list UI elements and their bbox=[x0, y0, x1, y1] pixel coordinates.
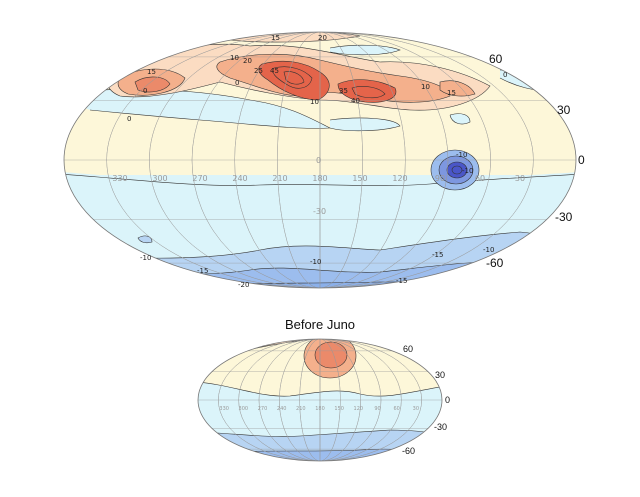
contour-label: 10 bbox=[310, 98, 319, 106]
vortex-inner bbox=[447, 162, 467, 178]
contour-label: 0 bbox=[143, 87, 147, 95]
longitude-label: 210 bbox=[296, 406, 306, 412]
meridian-line bbox=[258, 339, 382, 461]
contour-label: 20 bbox=[243, 57, 252, 65]
meridian-line bbox=[149, 32, 491, 288]
longitude-label: 270 bbox=[192, 174, 207, 183]
map-region-strong-positive-central bbox=[258, 61, 330, 100]
contour-label: 0 bbox=[127, 115, 131, 123]
longitude-label: 30 bbox=[413, 406, 419, 412]
longitude-label: 150 bbox=[334, 406, 344, 412]
contour-label: 0 bbox=[235, 79, 239, 87]
longitude-label: 300 bbox=[152, 174, 167, 183]
meridian-line bbox=[218, 339, 422, 461]
lat-label-0: 0 bbox=[578, 153, 585, 167]
contour-label: -20 bbox=[238, 281, 249, 289]
contour-label: 15 bbox=[147, 68, 156, 76]
small-lat-label-neg60: -60 bbox=[402, 446, 415, 456]
main-longitude-labels: 330 300 270 240 210 180 150 120 90 60 30 bbox=[112, 174, 525, 183]
contour-label: -15 bbox=[432, 251, 443, 259]
longitude-label: 240 bbox=[232, 174, 247, 183]
longitude-label: 330 bbox=[112, 174, 127, 183]
longitude-label: 300 bbox=[239, 406, 249, 412]
longitude-label: 30 bbox=[515, 174, 525, 183]
contour-label: 35 bbox=[339, 87, 348, 95]
contour-label: 0 bbox=[503, 71, 507, 79]
contour-label: 10 bbox=[421, 83, 430, 91]
small-longitude-labels: 330 300 270 240 210 180 150 120 90 60 30 bbox=[219, 406, 419, 412]
longitude-label: 270 bbox=[258, 406, 268, 412]
small-map-equator-boundary bbox=[198, 382, 442, 402]
longitude-label: 180 bbox=[312, 174, 327, 183]
before-juno-map: 330 300 270 240 210 180 150 120 90 60 30 60 30 0 -… bbox=[197, 338, 450, 462]
map-region-northern-polar-negative bbox=[330, 45, 400, 55]
contour-label: 10 bbox=[230, 54, 239, 62]
meridian-line bbox=[106, 32, 534, 288]
longitude-label: 90 bbox=[435, 174, 445, 183]
contour-label: 40 bbox=[351, 97, 360, 105]
small-lat-label-30: 30 bbox=[435, 370, 445, 380]
contour-label: -15 bbox=[396, 277, 407, 285]
meridian-line bbox=[277, 32, 363, 288]
contour-label: -10 bbox=[140, 254, 151, 262]
contour-label: -15 bbox=[197, 267, 208, 275]
equator-center-label: 0 bbox=[316, 156, 321, 165]
small-lat-label-neg30: -30 bbox=[434, 422, 447, 432]
contour-label: 15 bbox=[271, 34, 280, 42]
lat-label-neg30: -30 bbox=[555, 210, 573, 224]
small-map-positive-blob-inner bbox=[315, 342, 347, 368]
map-region-negative-patch-south bbox=[138, 235, 152, 243]
contour-label: -10 bbox=[483, 246, 494, 254]
longitude-label: 180 bbox=[315, 406, 325, 412]
map-region-equatorial-boundary bbox=[64, 172, 576, 184]
meridian-line bbox=[299, 339, 341, 461]
before-juno-title: Before Juno bbox=[285, 317, 355, 332]
longitude-label: 210 bbox=[272, 174, 287, 183]
contour-label: -10 bbox=[456, 151, 467, 159]
map-region-negative-patch bbox=[330, 118, 400, 131]
contour-label: 20 bbox=[318, 34, 327, 42]
map-region-strong-positive-west bbox=[135, 76, 170, 92]
map-region-negative-patch-east bbox=[450, 113, 470, 124]
longitude-label: 90 bbox=[374, 406, 380, 412]
lat-label-60: 60 bbox=[489, 52, 503, 66]
longitude-label: 120 bbox=[354, 406, 364, 412]
longitude-label: 240 bbox=[277, 406, 287, 412]
lat-center-label: -30 bbox=[313, 207, 326, 216]
map-region-positive-east bbox=[440, 80, 475, 97]
longitude-label: 60 bbox=[393, 406, 399, 412]
map-region-southern-cap bbox=[150, 280, 520, 288]
meridian-line bbox=[279, 339, 361, 461]
longitude-label: 120 bbox=[392, 174, 407, 183]
map-region-strong-positive-east bbox=[338, 79, 396, 103]
small-meridians bbox=[218, 339, 422, 461]
meridian-line bbox=[234, 32, 406, 288]
small-lat-label-60: 60 bbox=[403, 344, 413, 354]
main-meridians bbox=[106, 32, 534, 288]
meridian-line bbox=[191, 32, 449, 288]
main-map: 15 0 10 20 25 45 35 40 15 0 0 10 10 15 2… bbox=[63, 31, 585, 289]
contour-label: 45 bbox=[270, 67, 279, 75]
longitude-label: 150 bbox=[352, 174, 367, 183]
map-region-northern-negative bbox=[77, 89, 331, 129]
longitude-label: 330 bbox=[219, 406, 229, 412]
meridian-line bbox=[319, 32, 321, 288]
meridian-line bbox=[319, 339, 321, 461]
small-lat-label-0: 0 bbox=[445, 395, 450, 405]
lat-label-30: 30 bbox=[557, 103, 571, 117]
contour-label: 15 bbox=[447, 89, 456, 97]
meridian-line bbox=[238, 339, 402, 461]
longitude-label: 60 bbox=[475, 174, 485, 183]
contour-label: -10 bbox=[310, 258, 321, 266]
contour-label: -10 bbox=[462, 167, 473, 175]
contour-label: 25 bbox=[254, 67, 263, 75]
lat-label-neg60: -60 bbox=[486, 256, 504, 270]
